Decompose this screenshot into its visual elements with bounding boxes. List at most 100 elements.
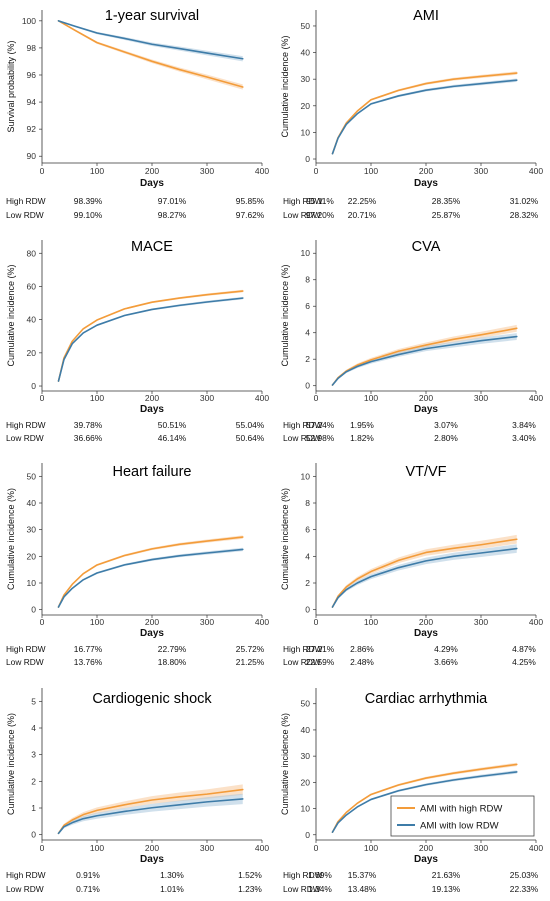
x-tick-label: 200	[145, 843, 159, 853]
series-line-high-rdw	[57, 788, 244, 835]
x-tick-label: 200	[419, 843, 433, 853]
x-tick-label: 0	[314, 617, 319, 627]
confidence-band-low-rdw	[332, 333, 517, 386]
y-tick-label: 40	[301, 725, 311, 735]
risk-value: 57.24%	[306, 420, 335, 430]
risk-value: 2.86%	[350, 644, 374, 654]
series-line-low-rdw	[331, 335, 518, 386]
y-tick-label: 4	[305, 328, 310, 338]
x-tick-label: 200	[145, 617, 159, 627]
x-tick-label: 100	[364, 843, 378, 853]
y-tick-label: 8	[305, 498, 310, 508]
y-tick-label: 20	[301, 101, 311, 111]
y-tick-label: 2	[305, 578, 310, 588]
x-tick-label: 300	[200, 166, 214, 176]
y-tick-label: 2	[31, 776, 36, 786]
y-tick-label: 30	[301, 74, 311, 84]
y-tick-label: 10	[27, 578, 37, 588]
x-axis-label: Days	[414, 404, 438, 415]
y-axis-label: Survival probability (%)	[6, 40, 16, 132]
y-axis-label: Cumulative incidence (%)	[6, 713, 16, 815]
x-tick-label: 300	[474, 166, 488, 176]
y-tick-label: 92	[27, 124, 37, 134]
y-tick-label: 40	[301, 48, 311, 58]
risk-value: 25.03%	[510, 870, 539, 880]
risk-row-label: High RDW	[6, 644, 46, 654]
risk-value: 1.30%	[160, 870, 184, 880]
risk-value: 0.71%	[76, 884, 100, 894]
risk-value: 18.80%	[158, 657, 187, 667]
risk-value: 3.66%	[434, 657, 458, 667]
chart-title: CVA	[412, 239, 441, 255]
legend-box	[390, 795, 535, 837]
risk-value: 4.87%	[512, 644, 536, 654]
confidence-band-high-rdw	[332, 534, 517, 608]
risk-value: 0.91%	[76, 870, 100, 880]
y-tick-label: 30	[27, 525, 37, 535]
y-tick-label: 10	[301, 804, 311, 814]
y-tick-label: 5	[31, 696, 36, 706]
x-tick-label: 300	[474, 393, 488, 403]
risk-value: 19.13%	[432, 884, 461, 894]
y-tick-label: 50	[27, 471, 37, 481]
y-tick-label: 50	[301, 699, 311, 709]
x-tick-label: 0	[40, 393, 45, 403]
x-axis-label: Days	[140, 404, 164, 415]
risk-value: 31.02%	[510, 196, 539, 206]
y-axis-label: Cumulative incidence (%)	[280, 264, 290, 366]
risk-value: 1.82%	[350, 433, 374, 443]
series-line-low-rdw	[331, 547, 518, 608]
y-tick-label: 0	[31, 605, 36, 615]
y-tick-label: 0	[305, 605, 310, 615]
risk-value: 21.25%	[236, 657, 265, 667]
risk-value: 16.77%	[74, 644, 103, 654]
risk-value: 20.71%	[348, 210, 377, 220]
series-line-low-rdw	[57, 798, 244, 835]
x-tick-label: 400	[255, 393, 269, 403]
x-axis-label: Days	[414, 628, 438, 639]
chart-title: Cardiac arrhythmia	[365, 691, 488, 707]
y-tick-label: 30	[301, 751, 311, 761]
risk-value: 95.85%	[236, 196, 265, 206]
risk-value: 1.52%	[238, 870, 262, 880]
x-tick-label: 200	[419, 617, 433, 627]
x-tick-label: 200	[145, 393, 159, 403]
risk-row-label: High RDW	[6, 196, 46, 206]
x-tick-label: 0	[40, 617, 45, 627]
legend-label-low-rdw: AMI with low RDW	[420, 821, 499, 832]
legend-label-high-rdw: AMI with high RDW	[420, 804, 502, 815]
risk-value: 98.27%	[158, 210, 187, 220]
x-tick-label: 100	[90, 393, 104, 403]
y-tick-label: 4	[305, 551, 310, 561]
y-tick-label: 2	[305, 354, 310, 364]
y-tick-label: 98	[27, 43, 37, 53]
y-axis-label: Cumulative incidence (%)	[280, 713, 290, 815]
series-line-high-rdw	[331, 538, 518, 608]
y-tick-label: 10	[301, 248, 311, 258]
series-line-low-rdw	[57, 548, 244, 608]
risk-value: 98.39%	[74, 196, 103, 206]
x-tick-label: 100	[90, 843, 104, 853]
risk-value: 27.21%	[306, 644, 335, 654]
series-line-high-rdw	[57, 290, 244, 382]
risk-value: 13.76%	[74, 657, 103, 667]
x-axis-label: Days	[140, 628, 164, 639]
risk-value: 2.48%	[350, 657, 374, 667]
risk-value: 50.64%	[236, 433, 265, 443]
risk-row-label: Low RDW	[283, 657, 321, 667]
x-tick-label: 400	[255, 843, 269, 853]
y-tick-label: 1	[31, 803, 36, 813]
y-tick-label: 0	[305, 154, 310, 164]
risk-value: 50.51%	[158, 420, 187, 430]
x-tick-label: 300	[474, 843, 488, 853]
chart-title: VT/VF	[405, 464, 446, 480]
risk-value: 52.98%	[306, 433, 335, 443]
risk-row-label: Low RDW	[6, 433, 44, 443]
chart-title: 1-year survival	[105, 8, 199, 24]
x-tick-label: 400	[529, 617, 543, 627]
y-tick-label: 6	[305, 301, 310, 311]
